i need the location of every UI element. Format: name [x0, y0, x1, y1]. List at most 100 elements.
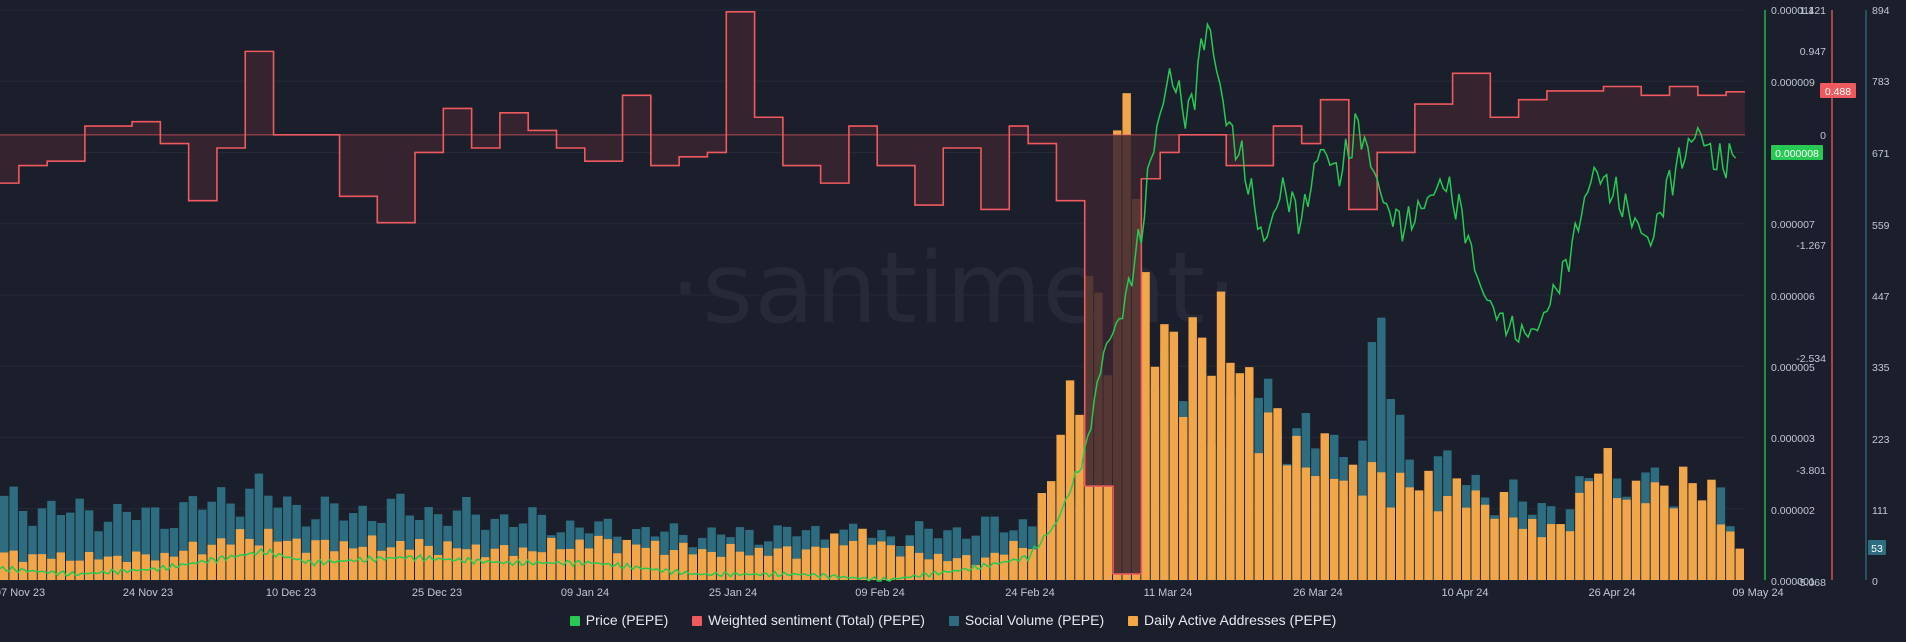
legend-item-price[interactable]: Price (PEPE) [569, 612, 669, 628]
daa-bar [1452, 478, 1462, 580]
daa-bar [1594, 473, 1603, 580]
social-volume-bar [113, 503, 122, 580]
daa-bar [254, 545, 264, 580]
sentiment-current-tag-bg [1820, 83, 1856, 98]
sentiment-tick-label: 1.421 [1800, 5, 1826, 17]
daa-bar [735, 551, 745, 580]
social-volume-bar [509, 526, 518, 580]
daa-bar [141, 554, 150, 580]
social-volume-bar [56, 514, 66, 580]
daa-bar [273, 541, 282, 580]
daa-bar [1584, 481, 1594, 580]
x-tick-label: 26 Apr 24 [1588, 587, 1635, 599]
volume-tick-label: 223 [1872, 434, 1890, 446]
chart-svg[interactable]: 07 Nov 23 24 Nov 23 10 Dec 23 25 Dec 23 09 J… [0, 0, 1906, 600]
daa-bar [1254, 453, 1263, 580]
price-current-tag: 0.000008 [1775, 148, 1819, 160]
price-tick-label: 0.000006 [1771, 291, 1815, 303]
daa-bar [698, 549, 707, 580]
daa-bar [1292, 435, 1301, 580]
social-volume-bar [396, 493, 405, 580]
sentiment-tick-label: -5.068 [1796, 577, 1826, 589]
legend-swatch-social-volume [948, 616, 959, 626]
daa-bar [245, 538, 254, 580]
social-volume-bar [37, 508, 47, 580]
price-tick-label: 0.000011 [1771, 5, 1814, 17]
daa-bar [914, 552, 924, 580]
social-volume-bar [9, 486, 18, 580]
daa-bar [565, 548, 575, 580]
daa-bar [1669, 508, 1678, 580]
x-tick-label: 09 May 24 [1732, 587, 1783, 599]
x-tick-label: 09 Feb 24 [855, 587, 905, 599]
daa-bar [386, 547, 396, 580]
daa-bar [773, 548, 782, 580]
daa-bar [113, 555, 122, 580]
daa-bar [452, 548, 462, 580]
daa-bar [1358, 495, 1367, 580]
daa-bar [122, 561, 132, 580]
social-volume-bar [528, 507, 537, 580]
daa-bar [980, 557, 990, 580]
volume-tick-label: 447 [1872, 291, 1890, 303]
daa-bar [1716, 524, 1726, 580]
social-volume-bar [990, 516, 999, 580]
social-volume-bar [282, 496, 292, 580]
social-volume-bar [405, 515, 415, 580]
daa-bar [518, 547, 528, 580]
daa-bar [264, 528, 273, 580]
daa-bar [349, 548, 358, 580]
daa-bar [1226, 362, 1235, 580]
daa-bar [1565, 531, 1575, 580]
legend-swatch-daa [1128, 616, 1139, 626]
daa-bar [990, 552, 999, 580]
daa-bar [1235, 373, 1245, 580]
x-tick-label: 07 Nov 23 [0, 587, 45, 599]
daa-bar [424, 545, 433, 580]
legend-item-social-volume[interactable]: Social Volume (PEPE) [948, 612, 1104, 628]
price-tick-label: 0.000007 [1771, 219, 1815, 231]
volume-tick-label: 559 [1872, 220, 1890, 232]
daa-bar [1697, 500, 1707, 580]
daa-bar [396, 540, 405, 580]
volume-tick-label: 335 [1872, 362, 1890, 374]
daa-bar [94, 559, 103, 580]
social-volume-bar [198, 509, 207, 580]
x-tick-label: 24 Feb 24 [1005, 587, 1055, 599]
sentiment-tick-label: -2.534 [1796, 353, 1826, 365]
daa-bar [1216, 291, 1226, 580]
daa-bar [782, 546, 792, 580]
social-volume-bar [952, 527, 962, 580]
daa-bar [896, 556, 905, 580]
daa-bar [1197, 337, 1207, 580]
social-volume-bar [358, 505, 367, 580]
daa-bar [1037, 493, 1046, 580]
daa-bar [1490, 518, 1499, 580]
social-volume-bar [103, 521, 113, 580]
daa-bar [1169, 331, 1179, 580]
daa-bar [716, 556, 726, 580]
x-tick-label: 25 Dec 23 [412, 587, 462, 599]
social-volume-bar [330, 503, 339, 580]
daa-bar [613, 553, 622, 580]
daa-bar [745, 555, 754, 580]
legend-label-price: Price (PEPE) [585, 612, 669, 628]
legend-item-daa[interactable]: Daily Active Addresses (PEPE) [1128, 612, 1336, 628]
social-volume-bar [66, 512, 75, 580]
daa-bar [1678, 466, 1688, 580]
x-tick-label: 25 Jan 24 [709, 587, 757, 599]
social-volume-bar [254, 473, 264, 580]
volume-tick-label: 0 [1872, 576, 1878, 588]
volume-current-tag-bg [1868, 540, 1886, 555]
daa-bar [962, 555, 971, 580]
daa-bar [575, 539, 584, 580]
daa-bar [1056, 434, 1065, 580]
chart-legend: Price (PEPE) Weighted sentiment (Total) … [0, 612, 1906, 628]
social-volume-bar [971, 535, 980, 580]
daa-bar [1433, 511, 1443, 580]
legend-item-sentiment[interactable]: Weighted sentiment (Total) (PEPE) [692, 612, 925, 628]
sentiment-tick-label: 0.947 [1800, 46, 1826, 58]
daa-bar [1612, 498, 1622, 580]
sentiment-line [0, 11, 1745, 575]
price-current-tag-bg [1771, 145, 1823, 160]
